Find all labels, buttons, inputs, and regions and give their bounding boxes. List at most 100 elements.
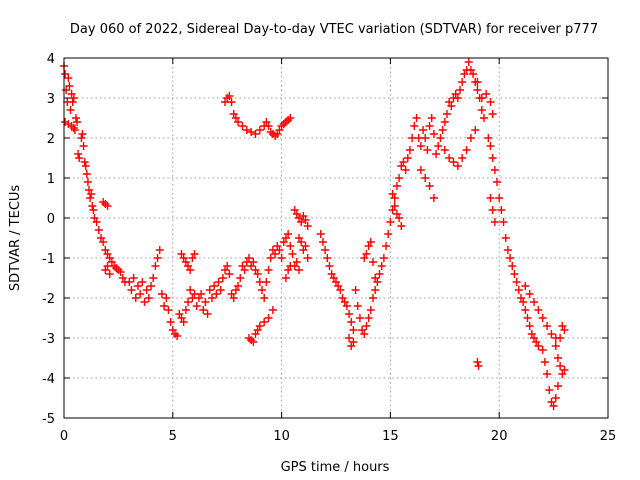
data-point — [218, 274, 227, 282]
data-point — [436, 134, 445, 142]
data-point — [486, 142, 495, 150]
data-point — [151, 262, 160, 270]
data-point — [186, 266, 195, 274]
data-point — [397, 222, 406, 230]
data-point — [105, 270, 114, 278]
data-point — [336, 286, 345, 294]
data-point — [225, 270, 234, 278]
data-point — [83, 178, 92, 186]
data-points — [60, 58, 569, 410]
data-point — [74, 150, 83, 158]
data-point — [229, 294, 238, 302]
data-point — [514, 286, 523, 294]
data-point — [549, 402, 558, 410]
data-point — [153, 254, 162, 262]
data-point — [264, 266, 273, 274]
data-point — [73, 118, 82, 126]
data-point — [99, 238, 108, 246]
data-point — [473, 78, 482, 86]
data-point — [251, 130, 260, 138]
data-point — [512, 278, 521, 286]
data-point — [556, 362, 565, 370]
data-point — [421, 174, 430, 182]
data-point — [292, 258, 301, 266]
data-point — [477, 106, 486, 114]
data-point — [253, 270, 262, 278]
data-point — [366, 238, 375, 246]
data-point — [77, 134, 86, 142]
data-point — [479, 114, 488, 122]
data-point — [442, 110, 451, 118]
data-point — [497, 206, 506, 214]
data-point — [157, 290, 166, 298]
data-point — [255, 322, 264, 330]
data-point — [534, 342, 543, 350]
data-point — [423, 146, 432, 154]
data-point — [271, 250, 280, 258]
data-point — [560, 326, 569, 334]
data-point — [71, 114, 80, 122]
data-point — [116, 268, 125, 276]
data-point — [144, 294, 153, 302]
y-tick-label: 1 — [47, 172, 55, 187]
data-point — [429, 194, 438, 202]
x-tick-label: 10 — [273, 429, 290, 444]
data-point — [160, 302, 169, 310]
data-point — [87, 190, 96, 198]
data-point — [360, 330, 369, 338]
data-point — [453, 94, 462, 102]
data-point — [538, 314, 547, 322]
data-point — [553, 354, 562, 362]
data-point — [236, 274, 245, 282]
data-point — [297, 238, 306, 246]
grid-lines — [64, 58, 608, 418]
data-point — [482, 90, 491, 98]
data-point — [438, 126, 447, 134]
data-point — [197, 290, 206, 298]
data-point — [297, 218, 306, 226]
data-point — [227, 98, 236, 106]
data-point — [136, 290, 145, 298]
data-point — [534, 306, 543, 314]
data-point — [349, 338, 358, 346]
data-point — [303, 254, 312, 262]
data-point — [547, 330, 556, 338]
data-point — [234, 118, 243, 126]
data-point — [399, 158, 408, 166]
data-point — [64, 74, 73, 82]
data-point — [303, 222, 312, 230]
data-point — [223, 262, 232, 270]
data-point — [521, 282, 530, 290]
data-point — [321, 246, 330, 254]
data-point — [138, 278, 147, 286]
data-point — [405, 146, 414, 154]
data-point — [440, 118, 449, 126]
data-point — [69, 94, 78, 102]
data-point — [255, 126, 264, 134]
data-point — [355, 314, 364, 322]
data-point — [103, 262, 112, 270]
data-point — [125, 278, 134, 286]
data-point — [89, 206, 98, 214]
data-point — [395, 174, 404, 182]
data-point — [75, 154, 84, 162]
y-tick-label: -1 — [42, 252, 55, 267]
data-point — [543, 370, 552, 378]
data-point — [473, 358, 482, 366]
data-point — [447, 102, 456, 110]
data-point — [486, 98, 495, 106]
data-point — [379, 254, 388, 262]
data-point — [458, 154, 467, 162]
y-tick-label: -4 — [42, 372, 55, 387]
data-point — [488, 206, 497, 214]
data-point — [486, 194, 495, 202]
data-point — [345, 310, 354, 318]
data-point — [288, 250, 297, 258]
data-point — [488, 154, 497, 162]
data-point — [469, 70, 478, 78]
x-tick-label: 0 — [60, 429, 68, 444]
data-point — [382, 242, 391, 250]
data-point — [81, 162, 90, 170]
data-point — [521, 306, 530, 314]
data-point — [295, 266, 304, 274]
